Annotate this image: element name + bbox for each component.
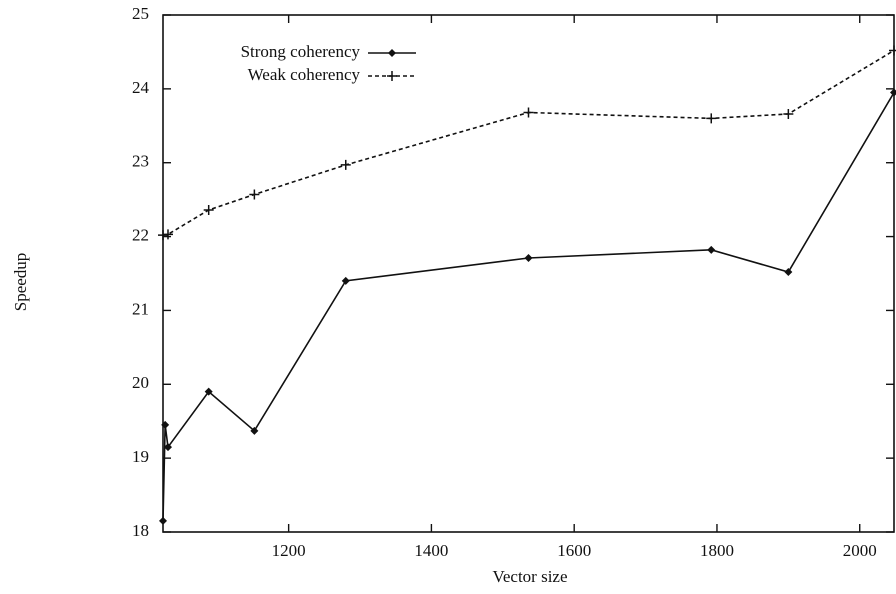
plot-frame xyxy=(162,14,895,533)
marker xyxy=(159,516,167,525)
marker xyxy=(163,443,172,452)
legend-label: Weak coherency xyxy=(248,65,361,84)
marker xyxy=(162,229,173,240)
marker xyxy=(706,113,717,124)
y-tick-label: 22 xyxy=(132,225,149,244)
marker xyxy=(707,245,716,254)
y-tick-label: 25 xyxy=(132,4,149,23)
marker xyxy=(250,426,259,435)
marker xyxy=(783,108,794,119)
y-tick-label: 18 xyxy=(132,521,149,540)
marker xyxy=(388,49,396,57)
marker xyxy=(340,159,351,170)
x-tick-label: 1400 xyxy=(414,541,448,560)
x-tick-label: 1600 xyxy=(557,541,591,560)
x-axis-label: Vector size xyxy=(492,567,567,586)
marker xyxy=(890,88,896,97)
marker xyxy=(161,420,170,429)
x-tick-label: 1800 xyxy=(700,541,734,560)
y-axis-label: Speedup xyxy=(11,253,30,312)
y-tick-label: 23 xyxy=(132,152,149,171)
y-tick-label: 19 xyxy=(132,447,149,466)
marker xyxy=(889,45,896,56)
marker xyxy=(204,387,213,396)
marker xyxy=(249,189,260,200)
x-tick-label: 1200 xyxy=(272,541,306,560)
marker xyxy=(203,204,214,215)
y-tick-label: 24 xyxy=(132,78,150,97)
legend-label: Strong coherency xyxy=(241,42,361,61)
series-line xyxy=(162,92,895,521)
marker xyxy=(784,268,793,277)
x-tick-label: 2000 xyxy=(843,541,877,560)
y-tick-label: 21 xyxy=(132,299,149,318)
marker xyxy=(523,107,534,118)
marker xyxy=(524,253,533,262)
marker xyxy=(341,276,350,285)
marker xyxy=(387,71,397,81)
y-tick-label: 20 xyxy=(132,373,149,392)
